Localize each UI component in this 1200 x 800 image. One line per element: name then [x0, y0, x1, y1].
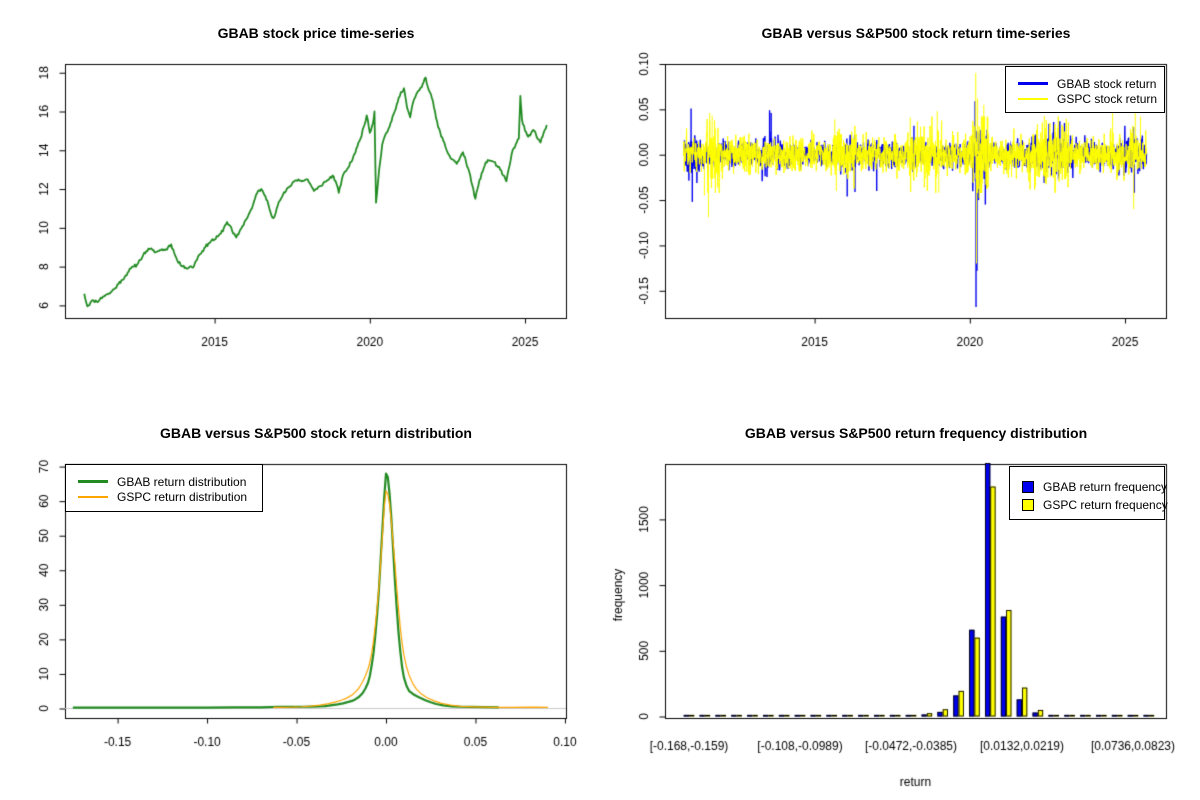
panel-price-time-series: GBAB stock price time-series	[0, 0, 600, 400]
legend-item-gspc-distribution: GSPC return distribution	[66, 489, 262, 504]
legend-label: GSPC return frequency	[1043, 498, 1168, 512]
legend-item-gbab-distribution: GBAB return distribution	[66, 474, 262, 489]
gbab-distribution-line-swatch-icon	[78, 480, 108, 483]
gbab-frequency-box-swatch-icon	[1022, 481, 1034, 493]
gspc-frequency-box-swatch-icon	[1022, 499, 1034, 511]
panel-return-frequency: GBAB versus S&P500 return frequency dist…	[600, 400, 1200, 800]
price-chart-title: GBAB stock price time-series	[217, 25, 415, 41]
returns-legend: GBAB stock return GSPC stock return	[1005, 66, 1165, 113]
panel-return-distribution: GBAB versus S&P500 stock return distribu…	[0, 400, 600, 800]
legend-label: GSPC stock return	[1057, 91, 1158, 106]
gbab-return-line-swatch-icon	[1018, 82, 1048, 85]
legend-label: GSPC return distribution	[117, 489, 248, 504]
histogram-legend: GBAB return frequency GSPC return freque…	[1009, 466, 1168, 520]
gspc-return-line-swatch-icon	[1018, 97, 1048, 100]
density-legend: GBAB return distribution GSPC return dis…	[65, 464, 263, 512]
legend-label: GBAB stock return	[1057, 76, 1157, 91]
density-chart-canvas	[0, 400, 600, 800]
legend-item-gspc-frequency: GSPC return frequency	[1010, 496, 1168, 514]
returns-chart-canvas	[600, 0, 1200, 400]
price-chart-canvas	[0, 0, 600, 400]
gspc-distribution-line-swatch-icon	[78, 495, 108, 498]
histogram-chart-canvas	[600, 400, 1200, 800]
legend-item-gspc-return: GSPC stock return	[1006, 91, 1164, 106]
legend-item-gbab-frequency: GBAB return frequency	[1010, 478, 1168, 496]
density-chart-title: GBAB versus S&P500 stock return distribu…	[160, 425, 472, 441]
panel-return-time-series: GBAB versus S&P500 stock return time-ser…	[600, 0, 1200, 400]
returns-chart-title: GBAB versus S&P500 stock return time-ser…	[761, 25, 1071, 41]
legend-item-gbab-return: GBAB stock return	[1006, 76, 1164, 91]
histogram-chart-title: GBAB versus S&P500 return frequency dist…	[744, 425, 1088, 441]
legend-label: GBAB return frequency	[1043, 480, 1168, 494]
legend-label: GBAB return distribution	[117, 474, 247, 489]
